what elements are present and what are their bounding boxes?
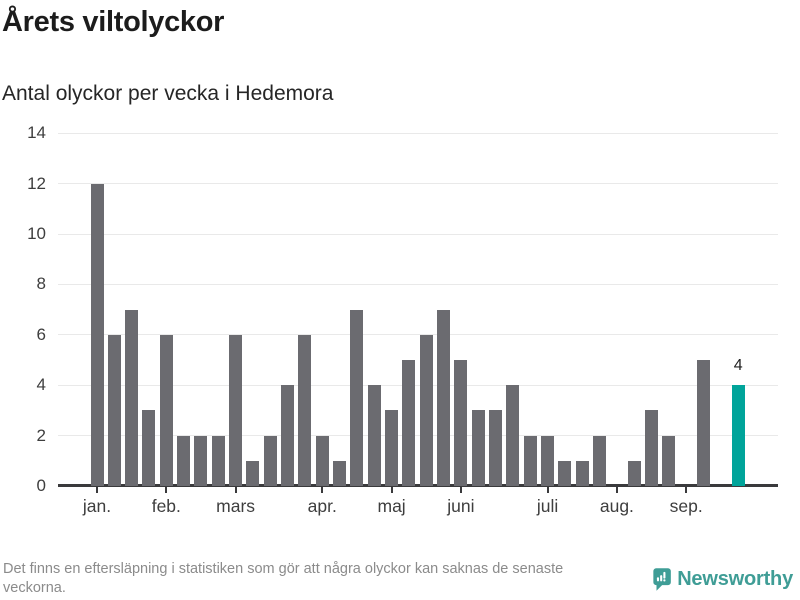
last-value-label: 4: [733, 357, 743, 375]
newsworthy-wordmark: Newsworthy: [677, 567, 793, 590]
bar: [489, 410, 503, 486]
gridline: [58, 233, 778, 235]
bar: [541, 435, 555, 486]
newsworthy-logo: Newsworthy: [653, 561, 793, 597]
chart-subtitle: Antal olyckor per vecka i Hedemora: [2, 82, 334, 105]
x-axis-label: apr.: [307, 496, 337, 516]
x-axis-tick: [96, 487, 98, 493]
bar: [385, 410, 399, 486]
y-axis-label: 8: [36, 274, 46, 294]
x-axis-tick: [615, 487, 618, 493]
y-axis-label: 0: [36, 476, 46, 495]
y-axis-label: 6: [36, 324, 46, 344]
highlighted-bar: [731, 385, 745, 486]
x-axis-label: mars: [216, 496, 256, 516]
x-axis-tick: [459, 487, 462, 493]
bar: [454, 360, 468, 486]
y-axis-label: 12: [27, 173, 46, 193]
gridline: [58, 183, 778, 185]
gridline: [58, 384, 778, 386]
x-axis-tick: [165, 487, 168, 493]
x-axis-tick: [234, 487, 237, 493]
gridline: [58, 283, 778, 285]
x-axis-label: aug.: [599, 496, 634, 516]
y-axis-label: 2: [36, 425, 46, 445]
footnote: Det finns en eftersläpning i statistiken…: [3, 561, 564, 596]
bar: [558, 460, 572, 486]
y-axis-label: 10: [27, 224, 46, 243]
bar: [246, 460, 260, 486]
bar: [125, 309, 139, 486]
bar: [367, 385, 381, 486]
bar: [263, 435, 277, 486]
bar: [159, 334, 173, 486]
x-axis-tick: [390, 487, 393, 493]
bar: [662, 435, 676, 486]
bar: [194, 435, 208, 486]
gridline: [58, 435, 778, 437]
bar: [350, 309, 364, 486]
x-axis-label: jan.: [82, 496, 112, 516]
bar: [471, 410, 485, 486]
bar: [177, 435, 191, 486]
bar: [281, 385, 295, 486]
bar: [333, 460, 347, 486]
gridline: [58, 334, 778, 336]
bar: [402, 360, 416, 486]
x-axis-tick: [685, 487, 688, 493]
x-axis-line: [58, 484, 778, 487]
x-axis-tick: [546, 487, 549, 493]
chart-title: Årets viltolyckor: [2, 6, 225, 38]
bar: [575, 460, 589, 486]
bar: [523, 435, 537, 486]
x-axis-label: juli: [536, 496, 559, 516]
bar: [627, 460, 641, 486]
bar: [211, 435, 225, 486]
bar: [107, 334, 121, 486]
bar: [437, 309, 451, 486]
x-axis-tick: [321, 487, 324, 493]
bar: [506, 385, 520, 486]
x-axis-label: juni: [447, 496, 475, 516]
y-axis-label: 14: [27, 123, 46, 143]
bar: [645, 410, 659, 486]
bar: [142, 410, 156, 486]
bar: [229, 334, 243, 486]
bar: [593, 435, 607, 486]
x-axis-label: maj: [377, 496, 406, 516]
bar: [315, 435, 329, 486]
bar: [90, 183, 104, 486]
gridline: [58, 132, 778, 134]
bar: [419, 334, 433, 486]
x-axis-label: feb.: [151, 496, 181, 516]
bar: [697, 360, 711, 486]
newsworthy-bubble-chart-icon: [653, 567, 671, 591]
y-axis-label: 4: [36, 375, 46, 395]
x-axis-label: sep.: [669, 496, 703, 516]
bar: [298, 334, 312, 486]
